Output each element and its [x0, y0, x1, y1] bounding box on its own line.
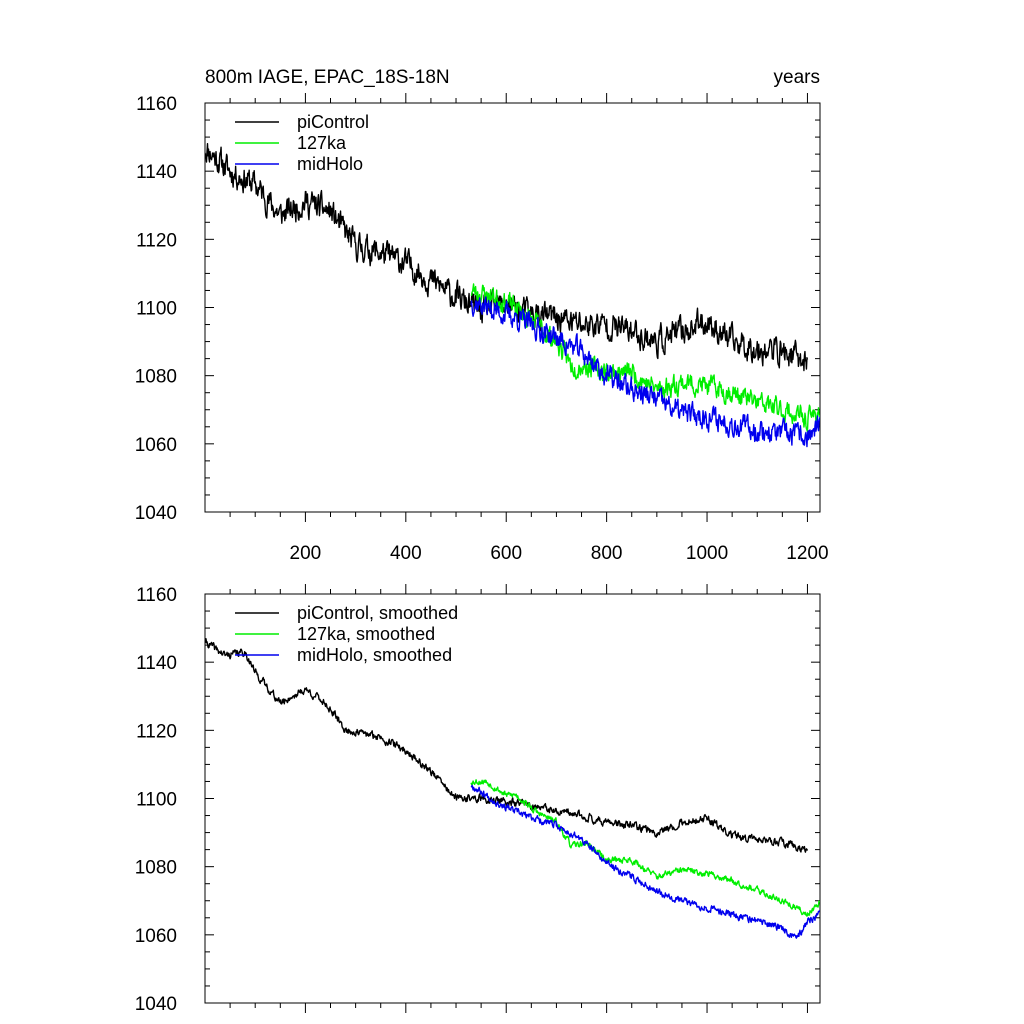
y-tick-label: 1100: [136, 299, 177, 320]
series-line-picontrol: [205, 143, 809, 372]
chart-title: 800m IAGE, EPAC_18S-18N: [205, 67, 450, 88]
chart-panel-2: 1040 1060 1080 1100 1120 1140 1160 piControl, s…: [135, 584, 821, 1015]
y-tick-label: 1060: [135, 435, 177, 456]
y-tick-label: 1120: [136, 230, 177, 251]
chart-units-label: years: [774, 67, 820, 88]
x-tick-label: 200: [290, 543, 322, 564]
series-line-midholo-smoothed: [470, 784, 820, 939]
y-tick-label: 1140: [136, 162, 177, 183]
y-tick-label: 1160: [136, 585, 177, 606]
x-tick-label: 400: [390, 543, 422, 564]
y-tick-label: 1120: [136, 721, 177, 742]
x-tick-label: 1000: [686, 543, 728, 564]
series-line-127ka: [470, 283, 820, 433]
y-tick-label: 1080: [135, 367, 177, 388]
legend-label: midHolo: [297, 154, 363, 174]
chart-panel-1: 1040 1060 1080 1100 1120 1140 1160 200 400 600 800…: [135, 67, 829, 564]
y-tick-label: 1100: [136, 790, 177, 811]
x-tick-label: 1200: [786, 543, 828, 564]
y-tick-label: 1040: [135, 994, 177, 1015]
y-tick-label: 1080: [135, 858, 177, 879]
legend-label: piControl: [297, 112, 369, 132]
y-tick-label: 1140: [136, 653, 177, 674]
y-tick-label: 1060: [135, 926, 177, 947]
y-tick-label: 1040: [135, 503, 177, 524]
series-line-127ka-smoothed: [470, 779, 820, 917]
series-line-midholo: [470, 296, 820, 448]
series-line-picontrol-smoothed: [205, 638, 809, 853]
x-tick-label: 600: [490, 543, 522, 564]
legend-label: 127ka, smoothed: [297, 624, 435, 644]
legend-label: midHolo, smoothed: [297, 645, 452, 665]
y-tick-label: 1160: [136, 94, 177, 115]
legend-label: piControl, smoothed: [297, 603, 458, 623]
x-tick-label: 800: [591, 543, 623, 564]
legend-label: 127ka: [297, 133, 347, 153]
